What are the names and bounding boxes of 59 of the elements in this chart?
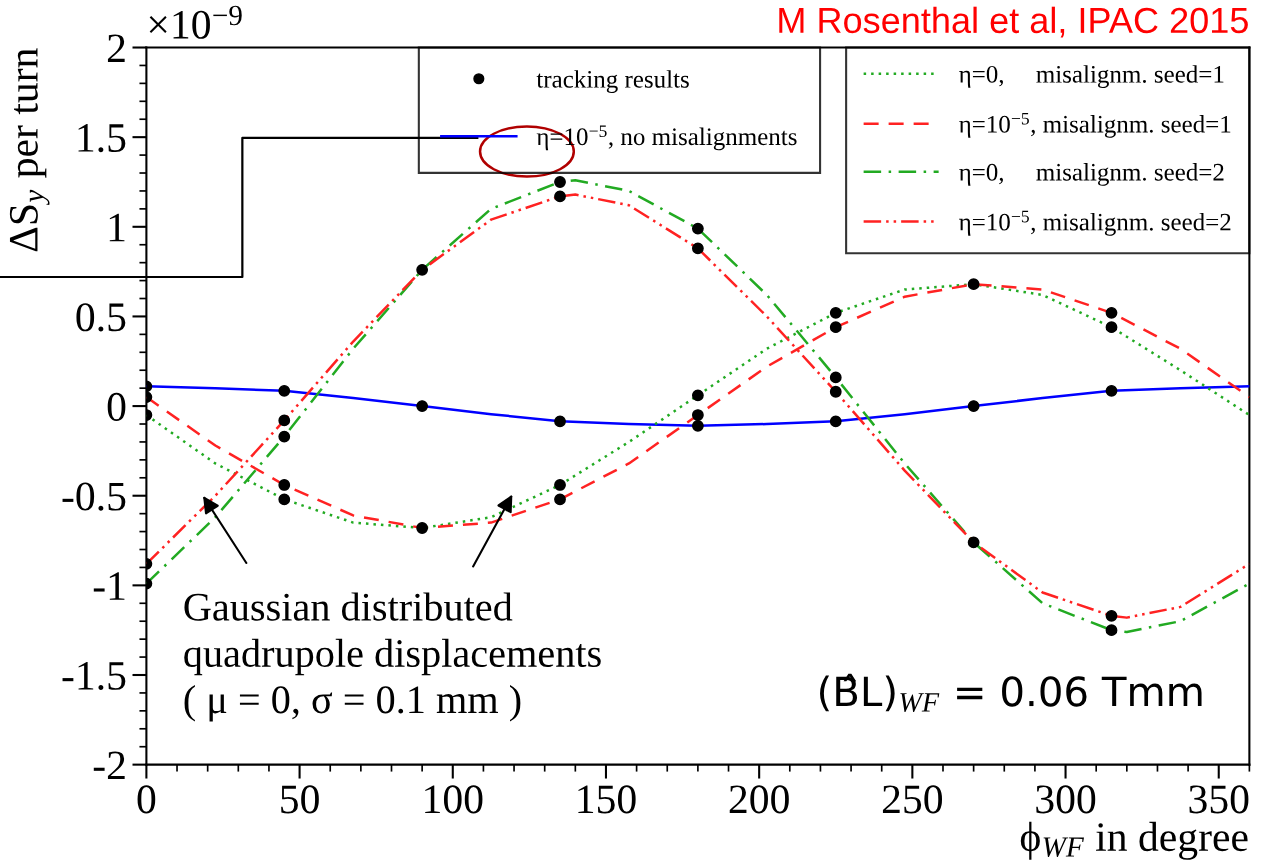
x-tick-label: 350 (1189, 785, 1249, 814)
text: ×10$^{−9}$ (149, 5, 242, 39)
x-tick-label: 300 (1036, 785, 1096, 814)
y-tick-label: 2 (107, 34, 125, 62)
legend-label: η=10$^{−5}$, misalignm. seed=2 (959, 210, 1231, 236)
point (416, 400, 429, 412)
point (278, 430, 291, 443)
x-tick-label: 100 (425, 785, 483, 814)
x-tick-label: 0 (137, 785, 156, 814)
y-tick-label: 0 (107, 392, 126, 421)
point (829, 415, 842, 428)
y-tick-label: -1 (93, 572, 125, 600)
legend-label: η=10$^{−5}$, misalignm. seed=1 (959, 112, 1231, 138)
point (1105, 624, 1118, 637)
point (1105, 384, 1118, 397)
point (554, 176, 566, 188)
text: M Rosenthal et al, IPAC 2015 (779, 6, 1248, 38)
point (278, 479, 291, 491)
legend-label: tracking results (536, 70, 689, 93)
x-tick-label: 50 (281, 785, 319, 814)
point (829, 306, 842, 319)
point (967, 278, 980, 291)
y-tick-label: -0.5 (62, 482, 126, 511)
y-axis-title: ΔS$_{y}$ per turn (9, 48, 50, 252)
point (829, 321, 842, 334)
point (416, 263, 429, 276)
point (829, 371, 842, 384)
point (278, 493, 291, 506)
legend-label: η=0, misalignm. seed=1 (959, 65, 1224, 88)
point (1105, 609, 1118, 622)
y-tick-label: -2 (93, 751, 125, 780)
point (554, 493, 566, 506)
y-tick-label: 1 (109, 213, 125, 242)
point (278, 414, 291, 427)
annotation: Gaussian distributed quadrupole displacements ( μ = 0, σ = 0.1 mm ) (184, 592, 601, 722)
x-tick-label: 200 (729, 785, 789, 814)
point (1105, 321, 1118, 334)
point (829, 385, 842, 398)
y-tick-label: -1.5 (62, 661, 126, 691)
point (691, 419, 704, 432)
point (554, 479, 566, 491)
point (554, 190, 566, 203)
annotation: (B̂L)$_{WF}$ = 0.06 Tmm (820, 673, 1202, 713)
y-tick-label: 1.5 (78, 124, 126, 153)
x-tick-label: 150 (578, 785, 636, 814)
point (416, 522, 429, 534)
point (967, 536, 980, 549)
y-tick-label: 0.5 (76, 303, 126, 332)
point (554, 415, 566, 428)
point (691, 242, 704, 255)
point (1105, 306, 1118, 319)
point (967, 400, 980, 412)
point (278, 384, 291, 397)
legend-label: η=0, misalignm. seed=2 (959, 163, 1224, 186)
point (691, 389, 704, 402)
point (691, 222, 704, 235)
x-axis-title: ϕ$_{WF}$ in degree (1020, 821, 1248, 860)
x-tick-label: 250 (882, 785, 943, 814)
point (691, 409, 704, 421)
